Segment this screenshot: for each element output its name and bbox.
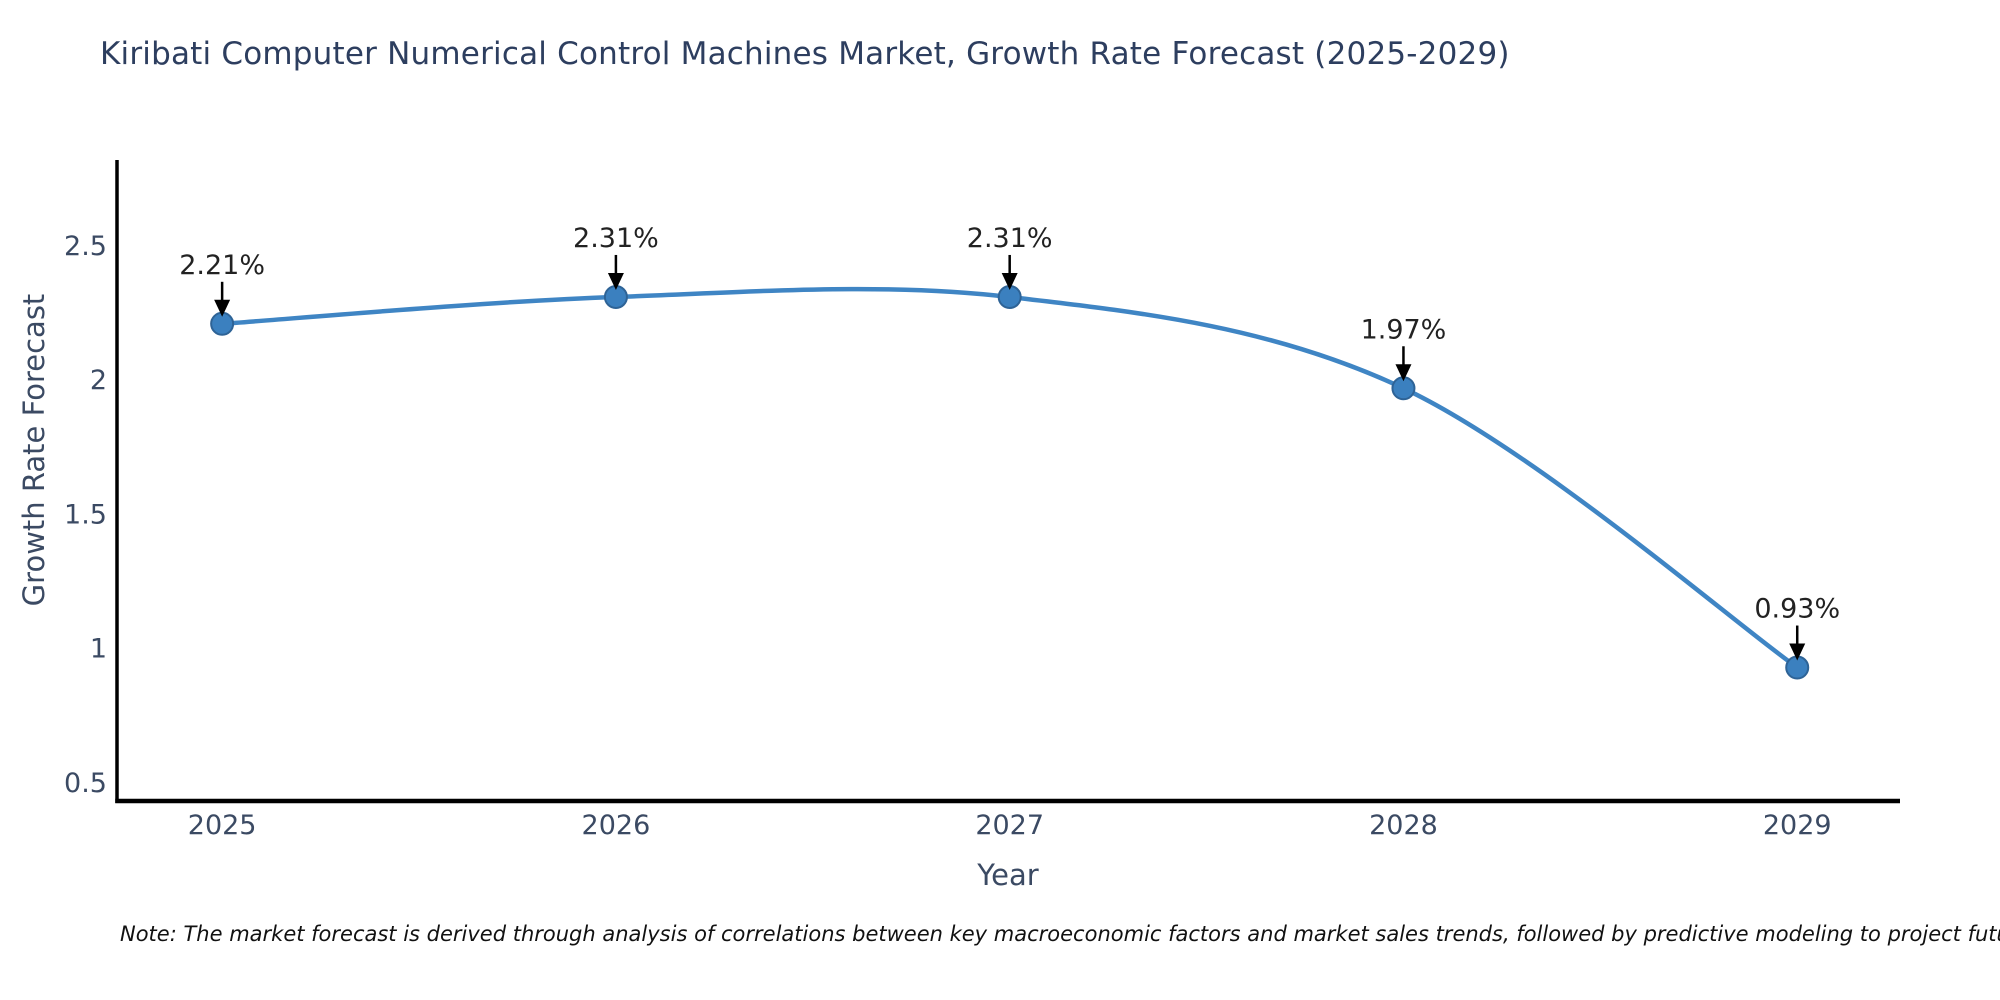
- chart-title: Kiribati Computer Numerical Control Mach…: [100, 36, 1510, 72]
- y-tick-label: 1: [90, 634, 107, 665]
- annotation-arrowhead-icon: [1395, 364, 1412, 382]
- x-tick-label: 2027: [975, 810, 1044, 841]
- annotation-arrowhead-icon: [607, 272, 624, 290]
- point-value-label: 2.31%: [573, 223, 659, 254]
- annotation-arrowhead-icon: [1001, 272, 1018, 290]
- x-tick-label: 2029: [1763, 810, 1832, 841]
- annotation-arrowhead-icon: [214, 299, 231, 317]
- x-tick-label: 2028: [1369, 810, 1438, 841]
- x-tick-label: 2025: [188, 810, 257, 841]
- point-value-label: 0.93%: [1754, 594, 1840, 625]
- y-tick-label: 0.5: [64, 768, 107, 799]
- series-line: [219, 286, 1800, 670]
- point-value-label: 1.97%: [1361, 314, 1447, 345]
- y-tick-label: 1.5: [64, 499, 107, 530]
- y-tick-label: 2: [90, 365, 107, 396]
- y-tick-label: 2.5: [64, 231, 107, 262]
- x-tick-label: 2026: [582, 810, 651, 841]
- chart-note: Note: The market forecast is derived thr…: [120, 922, 2000, 946]
- point-value-label: 2.21%: [179, 250, 265, 281]
- point-value-label: 2.31%: [967, 223, 1053, 254]
- x-axis-title: Year: [977, 858, 1039, 892]
- annotation-arrowhead-icon: [1789, 643, 1806, 661]
